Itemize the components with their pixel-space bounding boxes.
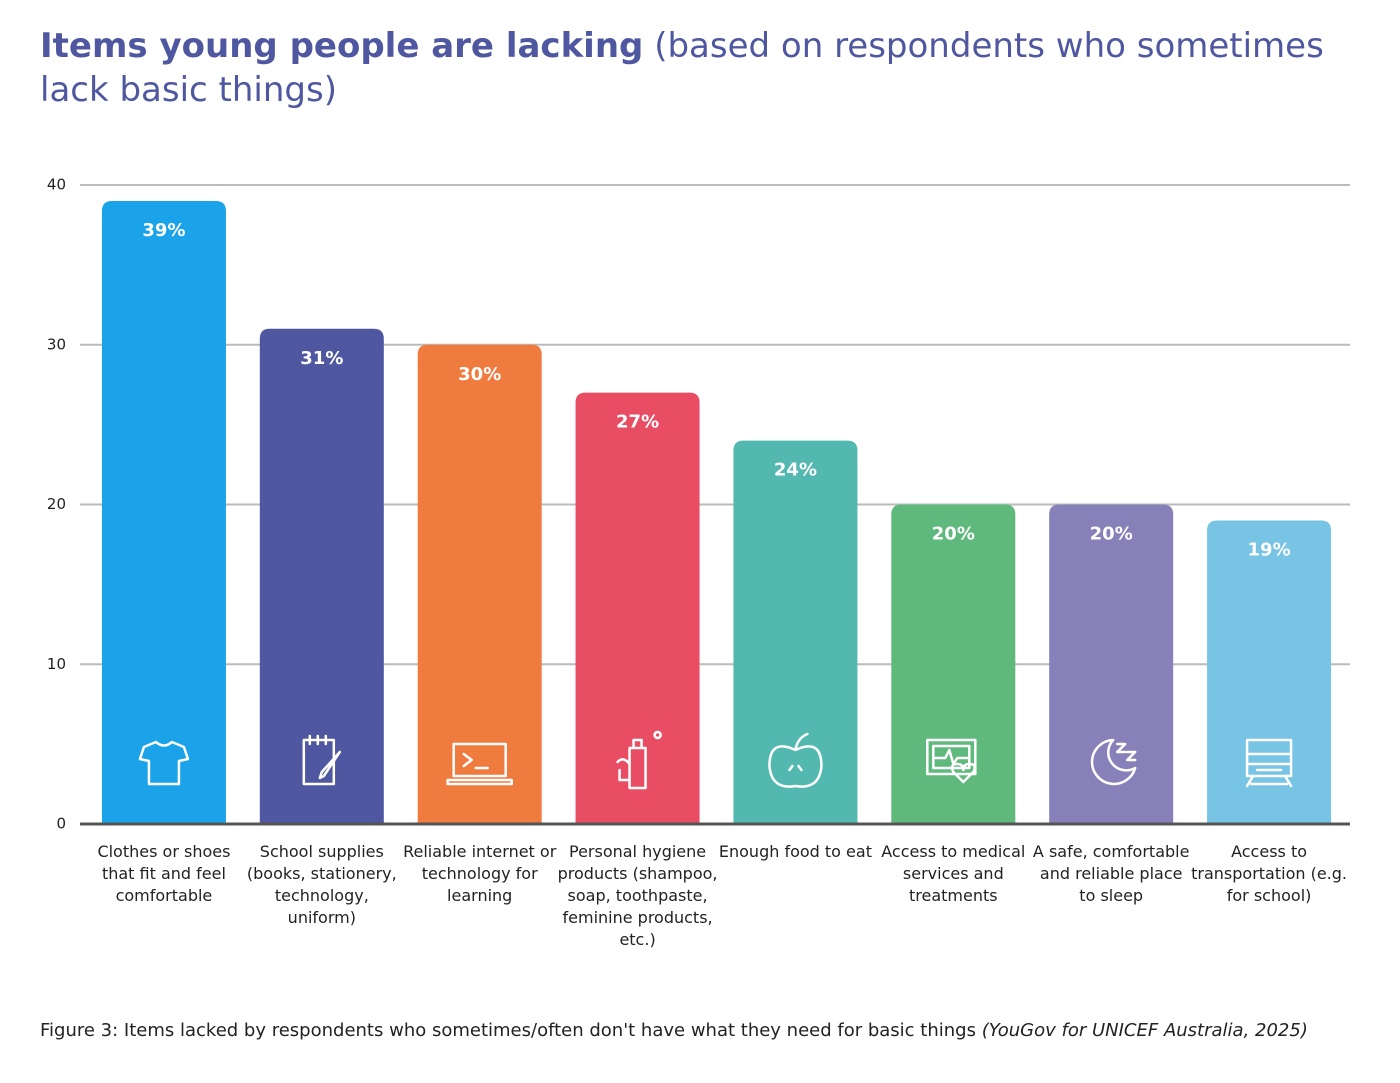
x-tick-label: Personal hygiene products (shampoo, soap… (557, 842, 718, 949)
value-label: 30% (458, 364, 501, 385)
value-label: 27% (616, 412, 659, 433)
x-tick-label: Access to transportation (e.g. for schoo… (1191, 842, 1347, 905)
value-label: 20% (932, 524, 975, 545)
x-tick-label: A safe, comfortable and reliable place t… (1032, 842, 1190, 905)
value-label: 31% (300, 348, 343, 369)
icon (1245, 738, 1293, 788)
chart-title: Items young people are lacking (40, 26, 644, 66)
icon (616, 730, 662, 790)
x-tick-label: Clothes or shoes that fit and feel comfo… (97, 842, 231, 905)
bar (575, 392, 700, 824)
x-tick-label: School supplies (books, stationery, tech… (246, 842, 397, 927)
chart-subtitle: (based on respondents who sometimes lack… (40, 26, 1324, 110)
value-label: 24% (774, 460, 817, 481)
icon (302, 734, 342, 786)
bar (259, 328, 384, 824)
icon (1090, 738, 1137, 786)
title-block: Items young people are lacking (based on… (40, 24, 1340, 112)
bar (891, 504, 1016, 824)
bar (1049, 504, 1174, 824)
bar (733, 440, 858, 824)
value-label: 20% (1090, 524, 1133, 545)
icon (768, 732, 823, 788)
source: (YouGov for UNICEF Australia, 2025) (981, 1020, 1308, 1041)
x-tick-label: Access to medical services and treatment… (881, 842, 1026, 905)
y-tick-label: 10 (47, 655, 66, 673)
caption: Figure 3: Items lacked by respondents wh… (40, 1020, 976, 1041)
icon (446, 742, 513, 786)
y-tick-label: 40 (47, 176, 66, 194)
bar (101, 200, 226, 825)
icon (138, 740, 190, 786)
icon (926, 738, 977, 784)
value-label: 19% (1248, 539, 1291, 560)
y-tick-label: 0 (56, 815, 66, 833)
y-tick-label: 20 (47, 495, 66, 513)
x-tick-label: Enough food to eat (718, 842, 872, 861)
bar (417, 344, 542, 824)
bar (1207, 520, 1332, 824)
caption-block: Figure 3: Items lacked by respondents wh… (40, 1018, 1340, 1044)
y-tick-label: 30 (47, 335, 66, 353)
value-label: 39% (142, 220, 185, 241)
x-tick-label: Reliable internet or technology for lear… (403, 842, 557, 905)
